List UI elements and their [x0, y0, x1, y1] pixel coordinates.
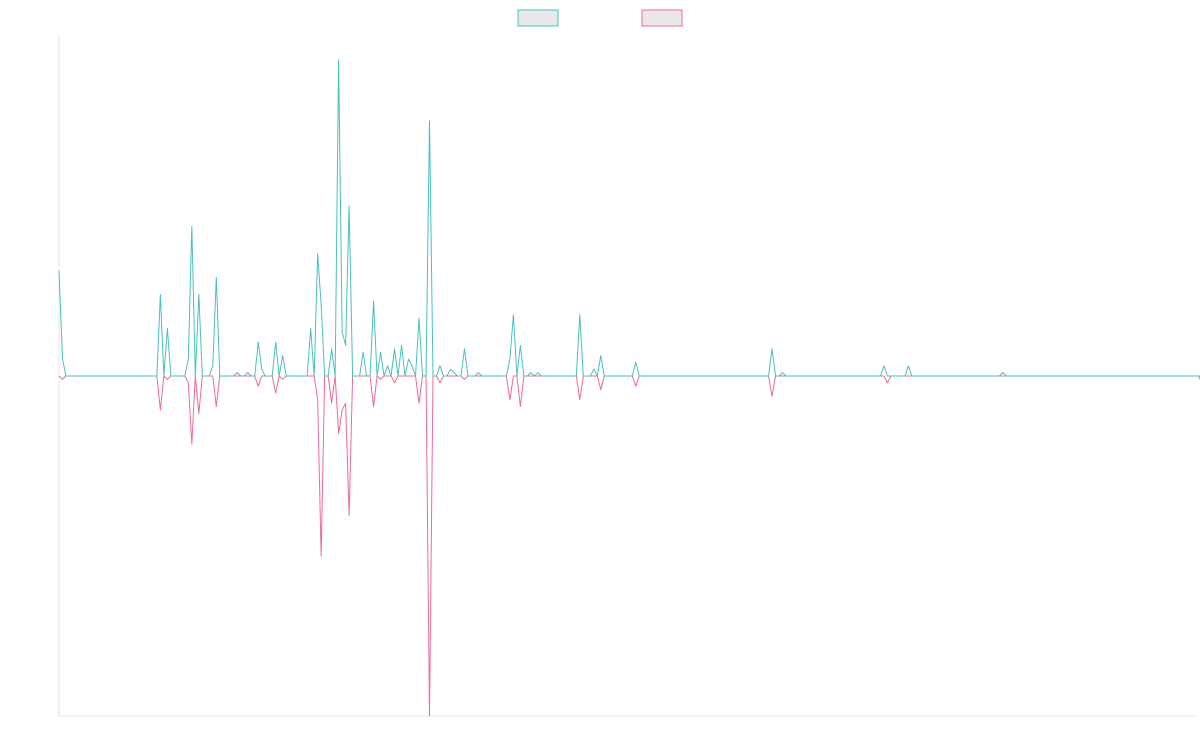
series-line-2 [58, 375, 1200, 717]
series-layer [58, 59, 1200, 717]
legend-swatch-1[interactable] [517, 9, 559, 27]
series-line-1 [58, 59, 1200, 377]
legend-swatch-2[interactable] [641, 9, 683, 27]
legend [517, 9, 683, 27]
